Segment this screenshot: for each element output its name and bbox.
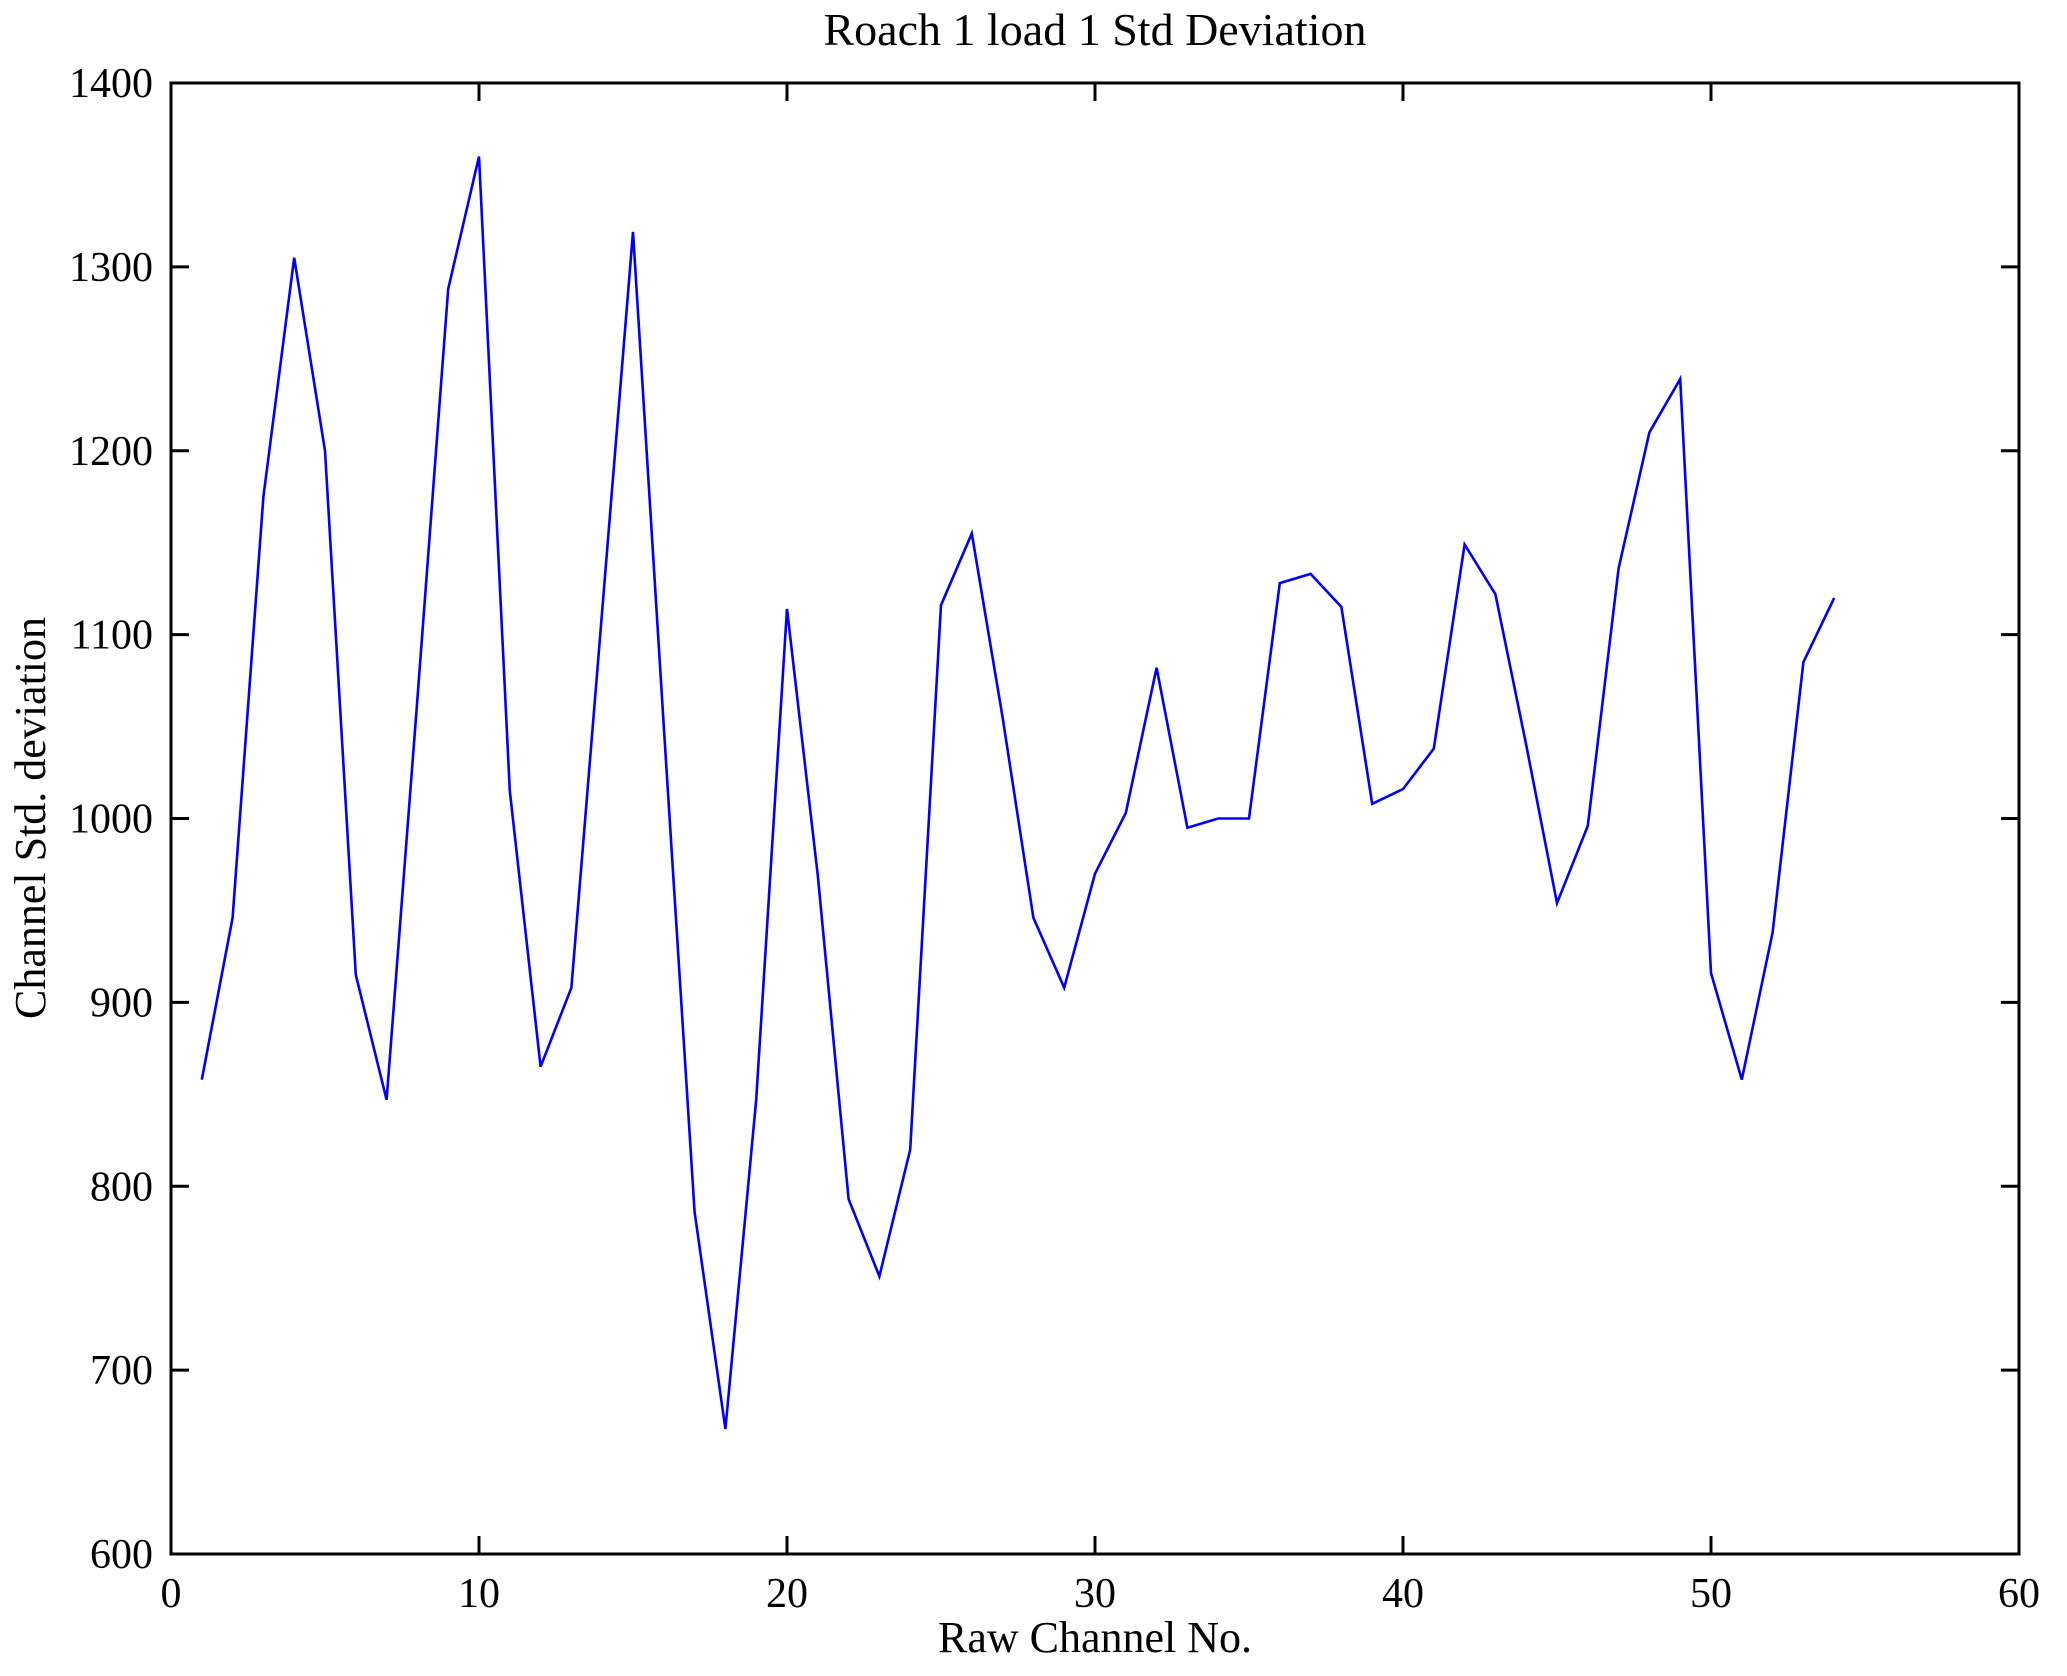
y-tick-label: 600	[90, 1532, 153, 1578]
x-tick-label: 20	[766, 1571, 808, 1617]
x-tick-label: 50	[1690, 1571, 1732, 1617]
y-tick-label: 1200	[69, 429, 153, 475]
y-tick-label: 1000	[69, 797, 153, 843]
x-axis-label: Raw Channel No.	[938, 1613, 1252, 1662]
data-line	[200, 156, 1836, 1430]
y-tick-label: 1100	[71, 613, 153, 659]
x-axis-tick-labels: 0 10 20 30 40 50 60	[161, 1571, 2041, 1617]
y-tick-label: 700	[90, 1348, 153, 1394]
x-tick-label: 60	[1998, 1571, 2040, 1617]
x-tick-label: 40	[1382, 1571, 1424, 1617]
y-tick-label: 1300	[69, 245, 153, 291]
y-tick-label: 1400	[69, 61, 153, 107]
y-tick-label: 900	[90, 980, 153, 1026]
x-tick-label: 30	[1074, 1571, 1116, 1617]
y-tick-label: 800	[90, 1164, 153, 1210]
axis-ticks	[169, 81, 2021, 1556]
x-tick-label: 0	[161, 1571, 182, 1617]
y-axis-label: Channel Std. deviation	[6, 617, 55, 1019]
y-axis-tick-labels: 600 700 800 900 1000 1100 1200 1300 1400	[69, 61, 153, 1578]
chart-title: Roach 1 load 1 Std Deviation	[824, 4, 1367, 55]
x-tick-label: 10	[458, 1571, 500, 1617]
